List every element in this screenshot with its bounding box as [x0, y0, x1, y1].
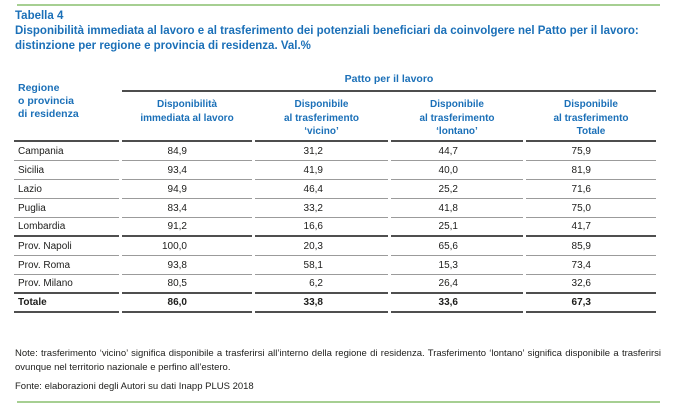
- row-label: Prov. Milano: [14, 275, 119, 294]
- row-label: Sicilia: [14, 161, 119, 180]
- cell-value: 91,2: [122, 218, 252, 237]
- cell-value: 25,1: [391, 218, 523, 237]
- row-label: Prov. Napoli: [14, 237, 119, 256]
- cell-value: 40,0: [391, 161, 523, 180]
- table-number: Tabella 4: [15, 10, 64, 22]
- cell-value: 85,9: [526, 237, 656, 256]
- table-row: Prov. Milano 80,5 6,2 26,4 32,6: [14, 275, 656, 294]
- table-row: Puglia 83,4 33,2 41,8 75,0: [14, 199, 656, 218]
- table-row: Lombardia 91,2 16,6 25,1 41,7: [14, 218, 656, 237]
- total-row: Totale 86,0 33,8 33,6 67,3: [14, 294, 656, 313]
- cell-value: 80,5: [122, 275, 252, 294]
- cell-value: 46,4: [255, 180, 388, 199]
- cell-value: 31,2: [255, 142, 388, 161]
- column-header-vicino: Disponibile al trasferimento ‘vicino’: [255, 92, 388, 142]
- cell-value: 73,4: [526, 256, 656, 275]
- cell-value: 33,8: [255, 294, 388, 313]
- cell-value: 100,0: [122, 237, 252, 256]
- cell-value: 20,3: [255, 237, 388, 256]
- table-row: Prov. Roma 93,8 58,1 15,3 73,4: [14, 256, 656, 275]
- cell-value: 15,3: [391, 256, 523, 275]
- row-label: Lombardia: [14, 218, 119, 237]
- table-row: Prov. Napoli 100,0 20,3 65,6 85,9: [14, 237, 656, 256]
- row-label: Prov. Roma: [14, 256, 119, 275]
- cell-value: 83,4: [122, 199, 252, 218]
- cell-value: 84,9: [122, 142, 252, 161]
- cell-value: 16,6: [255, 218, 388, 237]
- cell-value: 41,9: [255, 161, 388, 180]
- cell-value: 75,9: [526, 142, 656, 161]
- row-label: Lazio: [14, 180, 119, 199]
- cell-value: 6,2: [255, 275, 388, 294]
- table-row: Lazio 94,9 46,4 25,2 71,6: [14, 180, 656, 199]
- cell-value: 75,0: [526, 199, 656, 218]
- cell-value: 93,4: [122, 161, 252, 180]
- group-header-row: Regione o provincia di residenza Patto p…: [14, 68, 656, 142]
- row-label: Campania: [14, 142, 119, 161]
- bottom-rule: [17, 401, 660, 403]
- cell-value: 86,0: [122, 294, 252, 313]
- row-label: Totale: [14, 294, 119, 313]
- cell-value: 33,2: [255, 199, 388, 218]
- table-note: Note: trasferimento ‘vicino’ significa d…: [15, 348, 661, 373]
- cell-value: 71,6: [526, 180, 656, 199]
- table-row: Campania 84,9 31,2 44,7 75,9: [14, 142, 656, 161]
- column-header-row: Disponibilità immediata al lavoro Dispon…: [14, 92, 656, 142]
- top-rule: [17, 4, 660, 6]
- cell-value: 44,7: [391, 142, 523, 161]
- table-row: Sicilia 93,4 41,9 40,0 81,9: [14, 161, 656, 180]
- cell-value: 41,8: [391, 199, 523, 218]
- cell-value: 32,6: [526, 275, 656, 294]
- table-title: Disponibilità immediata al lavoro e al t…: [15, 25, 639, 52]
- cell-value: 67,3: [526, 294, 656, 313]
- cell-value: 94,9: [122, 180, 252, 199]
- cell-value: 65,6: [391, 237, 523, 256]
- column-header-totale: Disponibile al trasferimento Totale: [526, 92, 656, 142]
- cell-value: 26,4: [391, 275, 523, 294]
- table-source: Fonte: elaborazioni degli Autori su dati…: [15, 381, 254, 392]
- column-header-immediata: Disponibilità immediata al lavoro: [122, 92, 252, 142]
- cell-value: 41,7: [526, 218, 656, 237]
- cell-value: 33,6: [391, 294, 523, 313]
- row-label: Puglia: [14, 199, 119, 218]
- data-table: Regione o provincia di residenza Patto p…: [11, 68, 659, 313]
- title-block: Tabella 4 Disponibilità immediata al lav…: [15, 9, 661, 54]
- column-header-lontano: Disponibile al trasferimento ‘lontano’: [391, 92, 523, 142]
- cell-value: 58,1: [255, 256, 388, 275]
- cell-value: 25,2: [391, 180, 523, 199]
- column-group-header: Patto per il lavoro: [122, 68, 656, 92]
- cell-value: 81,9: [526, 161, 656, 180]
- cell-value: 93,8: [122, 256, 252, 275]
- row-group-header: Regione o provincia di residenza: [14, 68, 119, 142]
